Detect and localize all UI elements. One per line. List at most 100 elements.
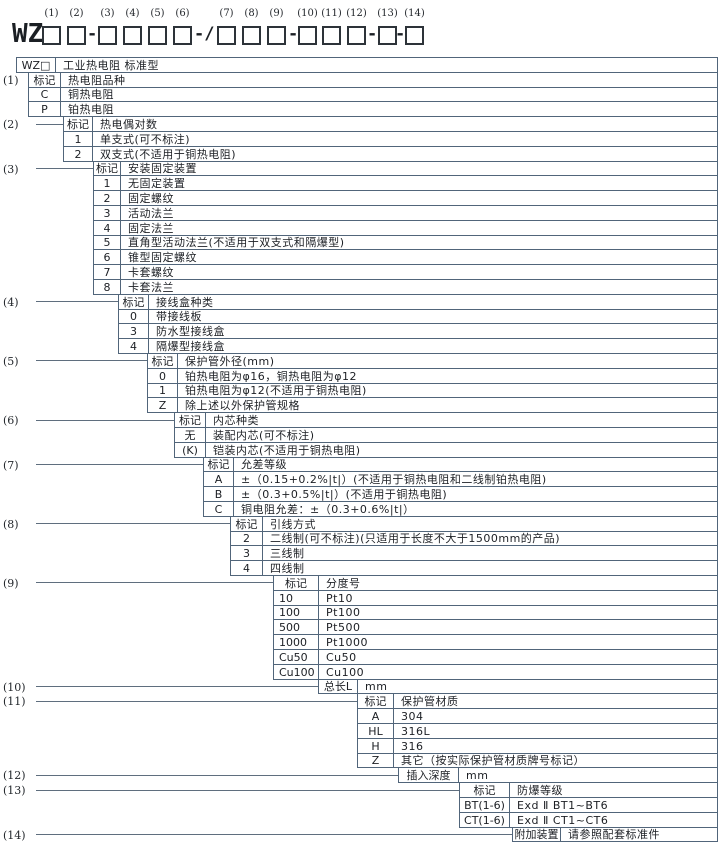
code-cell: 总长L bbox=[319, 680, 358, 693]
code-cell: 3 bbox=[119, 324, 149, 338]
code-cell: Z bbox=[148, 398, 178, 412]
description-cell: 二线制(可不标注)(只适用于长度不大于1500mm的产品) bbox=[270, 532, 561, 545]
separator: - bbox=[367, 24, 378, 44]
connector-line bbox=[36, 360, 147, 361]
description-cell: 铂热电阻 bbox=[68, 102, 114, 116]
description-cell: Cu50 bbox=[326, 650, 357, 664]
spec-row: 无装配内芯(可不标注) bbox=[174, 427, 718, 443]
description-cell: 单支式(可不标注) bbox=[100, 132, 191, 146]
spec-row: 标记 允差等级 bbox=[203, 457, 718, 472]
description-cell: 活动法兰 bbox=[128, 206, 174, 220]
code-cell: 标记 bbox=[204, 458, 234, 471]
description-cell: 除上述以外保护管规格 bbox=[185, 398, 300, 412]
connector-line bbox=[36, 523, 230, 524]
description-cell: 三线制 bbox=[270, 546, 305, 560]
section-label: (12) bbox=[3, 769, 26, 782]
code-cell: 0 bbox=[148, 369, 178, 383]
code-cell: 2 bbox=[231, 532, 263, 545]
position-number: (14) bbox=[404, 8, 425, 19]
position-number: (5) bbox=[150, 8, 165, 19]
code-cell: 标记 bbox=[274, 576, 319, 590]
spec-row: 3 活动法兰 bbox=[93, 205, 718, 221]
position-number: (11) bbox=[321, 8, 342, 19]
code-cell: 2 bbox=[64, 147, 93, 161]
position-number: (6) bbox=[175, 8, 190, 19]
position-number: (8) bbox=[244, 8, 259, 19]
spec-row: CT(1-6) Exd Ⅱ CT1~CT6 bbox=[459, 812, 718, 828]
section-label: (8) bbox=[3, 518, 19, 531]
description-cell: ±（0.15+0.2%|t|）(不适用于铜热电阻和二线制铂热电阻) bbox=[241, 472, 547, 486]
section-label: (3) bbox=[3, 163, 19, 176]
spec-row: 标记 安装固定装置 bbox=[93, 161, 718, 176]
description-cell: 固定法兰 bbox=[128, 221, 174, 235]
connector-line bbox=[36, 464, 203, 465]
code-cell: 2 bbox=[94, 191, 121, 205]
spec-row: 1 单支式(可不标注) bbox=[63, 131, 718, 147]
description-cell: Pt10 bbox=[326, 591, 353, 605]
code-cell: CT(1-6) bbox=[460, 813, 510, 827]
description-cell: 铂热电阻为φ12(不适用于铜热电阻) bbox=[185, 384, 367, 397]
code-cell: 1 bbox=[148, 384, 178, 397]
code-box bbox=[98, 26, 117, 45]
connector-line bbox=[36, 168, 93, 169]
connector-line bbox=[36, 790, 459, 791]
description-cell: Pt500 bbox=[326, 620, 361, 634]
spec-row: 标记 保护管外径(mm) bbox=[147, 353, 718, 369]
description-cell: ±（0.3+0.5%|t|）(不适用于铜热电阻) bbox=[241, 487, 448, 501]
spec-row: A 304 bbox=[357, 708, 718, 724]
description-cell: 卡套螺纹 bbox=[128, 265, 174, 279]
spec-row: 标记 分度号 bbox=[273, 575, 718, 591]
spec-row: BT(1-6) Exd Ⅱ BT1~BT6 bbox=[459, 797, 718, 813]
description-cell: 带接线板 bbox=[156, 310, 202, 323]
description-cell: 固定螺纹 bbox=[128, 191, 174, 205]
connector-line bbox=[36, 701, 357, 702]
code-box bbox=[378, 26, 397, 45]
description-cell: 热电偶对数 bbox=[100, 117, 158, 131]
code-cell: 附加装置 bbox=[513, 828, 561, 841]
description-cell: 316L bbox=[401, 724, 431, 738]
code-cell: WZ□ bbox=[17, 58, 56, 72]
description-cell: 锥型固定螺纹 bbox=[128, 250, 197, 264]
code-cell: 标记 bbox=[29, 73, 61, 87]
spec-row: 3 防水型接线盒 bbox=[118, 323, 718, 339]
description-cell: 允差等级 bbox=[241, 458, 287, 471]
spec-row: 1 无固定装置 bbox=[93, 175, 718, 191]
description-cell: 铜热电阻 bbox=[68, 88, 114, 101]
code-cell: (K) bbox=[175, 443, 206, 457]
description-cell: 防水型接线盒 bbox=[156, 324, 225, 338]
description-cell: Exd Ⅱ CT1~CT6 bbox=[517, 813, 609, 827]
description-cell: 无固定装置 bbox=[128, 176, 186, 190]
description-cell: 铂热电阻为φ16，铜热电阻为φ12 bbox=[185, 369, 358, 383]
spec-row: 标记 热电阻品种 bbox=[28, 72, 718, 88]
section-label: (13) bbox=[3, 784, 26, 797]
code-cell: HL bbox=[358, 724, 394, 738]
code-cell: 6 bbox=[94, 250, 121, 264]
description-cell: 隔爆型接线盒 bbox=[156, 339, 225, 353]
spec-row: 总长L mm bbox=[318, 679, 718, 694]
code-cell: 3 bbox=[94, 206, 121, 220]
description-cell: 内芯种类 bbox=[213, 413, 259, 427]
description-cell: 防爆等级 bbox=[517, 783, 563, 797]
connector-line bbox=[36, 124, 63, 125]
section-label: (14) bbox=[3, 829, 26, 842]
description-cell: Cu100 bbox=[326, 665, 365, 679]
position-number: (9) bbox=[269, 8, 284, 19]
code-box bbox=[347, 26, 366, 45]
spec-row: 2 双支式(不适用于铜热电阻) bbox=[63, 146, 718, 162]
code-box bbox=[67, 26, 86, 45]
spec-row: 10 Pt10 bbox=[273, 590, 718, 606]
code-cell: BT(1-6) bbox=[460, 798, 510, 812]
code-cell: 5 bbox=[94, 236, 121, 249]
code-cell: B bbox=[204, 487, 234, 501]
description-cell: 双支式(不适用于铜热电阻) bbox=[100, 147, 237, 161]
spec-row: 500 Pt500 bbox=[273, 619, 718, 635]
spec-row: Z 其它（按实际保护管材质牌号标记） bbox=[357, 753, 718, 768]
description-cell: Pt1000 bbox=[326, 635, 368, 649]
position-number: (10) bbox=[297, 8, 318, 19]
spec-row: 标记 保护管材质 bbox=[357, 693, 718, 709]
spec-row: 4 隔爆型接线盒 bbox=[118, 338, 718, 354]
spec-row: 插入深度 mm bbox=[398, 767, 718, 783]
code-cell: C bbox=[29, 88, 61, 101]
spec-row: 1000 Pt1000 bbox=[273, 634, 718, 650]
